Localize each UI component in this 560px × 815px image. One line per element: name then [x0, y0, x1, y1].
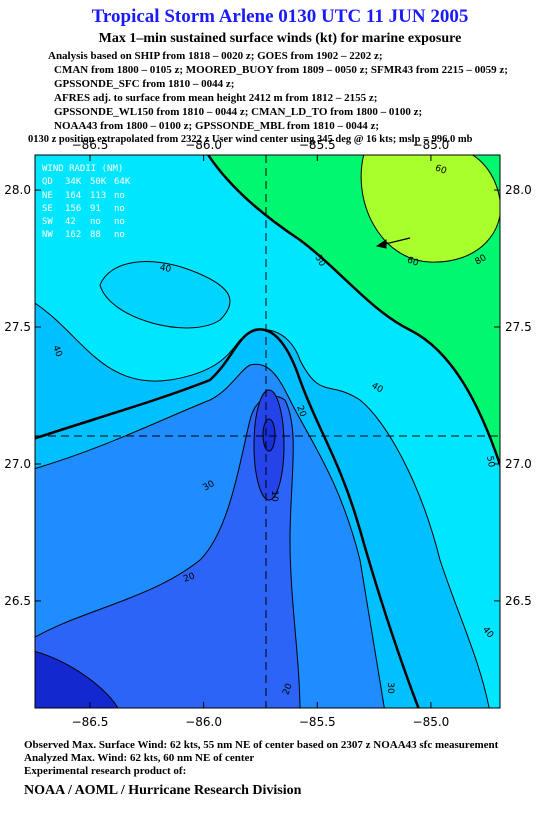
contour-label: 20: [281, 682, 294, 696]
note: Analysis based on SHIP from 1818 – 0020 …: [48, 50, 383, 62]
x-tick-label: −85.0: [413, 715, 450, 729]
y-tick-label: 27.5: [505, 320, 532, 334]
note: NOAA43 from 1800 – 0100 z; GPSSONDE_MBL …: [54, 120, 379, 132]
radii-cell: 88: [90, 230, 101, 240]
radii-cell: 162: [65, 230, 81, 240]
x-tick-label: −86.5: [72, 138, 109, 152]
contour-label: 20: [294, 404, 307, 418]
contours: [35, 155, 500, 708]
radii-header: 34K: [65, 177, 82, 187]
contour-label: 50: [484, 455, 496, 468]
footer-line: Observed Max. Surface Wind: 62 kts, 55 n…: [24, 739, 499, 751]
contour-label: 40: [50, 344, 63, 358]
note: CMAN from 1800 – 0105 z; MOORED_BUOY fro…: [54, 64, 508, 76]
x-tick-label: −86.0: [185, 138, 222, 152]
band-core: [262, 418, 276, 452]
radii-cell: no: [90, 217, 101, 227]
radii-cell: 164: [65, 191, 81, 201]
radii-cell: 91: [90, 204, 101, 214]
y-tick-label: 26.5: [4, 594, 31, 608]
footer-line: Analyzed Max. Wind: 62 kts, 60 nm NE of …: [24, 752, 255, 764]
radii-title: WIND RADII (NM): [42, 164, 123, 174]
note: GPSSONDE_SFC from 1810 – 0044 z;: [54, 78, 235, 90]
band-corner: [35, 650, 119, 708]
y-tick-label: 27.0: [4, 457, 31, 471]
footer-line: Experimental research product of:: [24, 765, 187, 777]
y-tick-label: 28.0: [505, 183, 532, 197]
band-40: [99, 261, 231, 329]
y-tick-label: 27.0: [505, 457, 532, 471]
subtitle: Max 1–min sustained surface winds (kt) f…: [98, 31, 462, 46]
radii-cell: no: [114, 191, 125, 201]
contour-label: 60: [406, 255, 420, 268]
band-60-80: [360, 155, 500, 263]
contour-thick: [35, 328, 420, 708]
y-tick-label: 28.0: [4, 183, 31, 197]
radii-cell: no: [114, 217, 125, 227]
x-tick-label: −85.5: [299, 138, 336, 152]
note: AFRES adj. to surface from mean height 2…: [54, 92, 378, 104]
contour-label: 10: [269, 490, 279, 502]
radii-cell: SE: [42, 204, 53, 214]
radii-cell: 156: [65, 204, 81, 214]
radii-cell: NW: [42, 230, 53, 240]
y-tick-label: 27.5: [4, 320, 31, 334]
radii-cell: no: [114, 230, 125, 240]
radii-header: 50K: [90, 177, 107, 187]
radii-cell: 113: [90, 191, 106, 201]
arrow-head: [375, 239, 387, 249]
note: GPSSONDE_WL150 from 1810 – 0044 z; CMAN_…: [54, 106, 423, 118]
radii-header: 64K: [114, 177, 131, 187]
x-tick-label: −86.0: [185, 715, 222, 729]
contour-label: 40: [159, 263, 172, 275]
frame: [34, 154, 501, 709]
x-tick-label: −85.0: [413, 138, 450, 152]
contour-label: 20: [182, 571, 196, 584]
radii-cell: no: [114, 204, 125, 214]
radii-cell: SW: [42, 217, 53, 227]
x-tick-label: −85.5: [299, 715, 336, 729]
note: 0130 z position extrapolated from 2322 z…: [28, 134, 473, 145]
organization: NOAA / AOML / Hurricane Research Divisio…: [24, 783, 302, 798]
contour-label: 60: [434, 163, 448, 176]
y-tick-label: 26.5: [505, 594, 532, 608]
contour-label: 30: [385, 682, 395, 694]
radii-header: QD: [42, 177, 53, 187]
x-tick-label: −86.5: [72, 715, 109, 729]
title: Tropical Storm Arlene 0130 UTC 11 JUN 20…: [91, 6, 469, 27]
radii-cell: NE: [42, 191, 53, 201]
radii-cell: 42: [65, 217, 76, 227]
